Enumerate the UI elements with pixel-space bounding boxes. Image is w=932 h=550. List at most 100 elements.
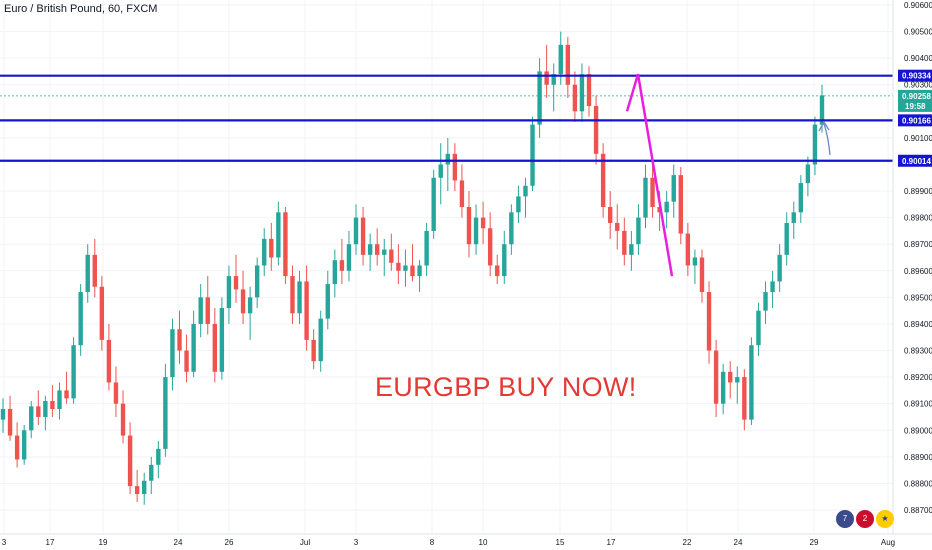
y-tick-label: 0.88800	[904, 479, 932, 488]
candle-body	[812, 124, 818, 165]
y-tick-label: 0.89500	[904, 293, 932, 302]
candle-body	[424, 230, 429, 266]
uk-flag-icon[interactable]: 2	[856, 510, 874, 528]
y-tick-label: 0.89900	[904, 187, 932, 196]
horizontal-levels[interactable]: 0.90334 0.90166 0.90014	[0, 69, 932, 167]
candle-body	[184, 350, 189, 372]
candle-body	[699, 257, 705, 293]
level-label: 0.90334	[902, 72, 931, 81]
candle-body	[0, 409, 6, 420]
y-tick-label: 0.89700	[904, 240, 932, 249]
candle-body	[14, 435, 20, 460]
candle-body	[791, 212, 796, 223]
candle-body	[728, 371, 733, 383]
candle-body	[346, 244, 352, 271]
candle-body	[212, 323, 218, 372]
candle-body	[64, 390, 69, 399]
candle-body	[544, 71, 549, 85]
candle-body	[106, 339, 112, 383]
candle-body	[389, 249, 394, 263]
candle-body	[374, 244, 380, 255]
candle-body	[403, 265, 408, 271]
x-tick-label: 3	[2, 538, 7, 547]
candle-body	[777, 254, 782, 282]
candle-body	[480, 217, 486, 229]
calendar-icon[interactable]: 7	[836, 510, 854, 528]
candle-body	[290, 276, 295, 314]
candle-body	[565, 44, 571, 85]
candle-body	[607, 207, 613, 223]
candle-body	[516, 196, 521, 213]
candle-body	[636, 217, 641, 245]
level-label: 0.90166	[902, 116, 931, 125]
candle-body	[805, 164, 811, 184]
candle-body	[269, 238, 274, 258]
candle-body	[205, 297, 210, 324]
candle-body	[650, 177, 655, 207]
trend-line[interactable]	[625, 73, 674, 277]
level-label: 0.90014	[902, 157, 931, 166]
candle-body	[784, 222, 789, 255]
x-tick-label: 26	[225, 538, 234, 547]
candle-body	[495, 265, 500, 277]
level-label-bg	[898, 69, 932, 82]
x-tick-label: 24	[734, 538, 743, 547]
time-axis[interactable]: 3 17 19 24 26 Jul 3 8 10 15 17 22 24 29 Aug	[2, 538, 895, 547]
candle-body	[770, 281, 775, 293]
candle-body	[36, 406, 41, 417]
y-tick-label: 0.88900	[904, 453, 932, 462]
candle-body	[749, 345, 754, 420]
candle-body	[537, 71, 542, 125]
y-tick-label: 0.89300	[904, 347, 932, 356]
y-tick-label: 0.90100	[904, 134, 932, 143]
candle-body	[382, 249, 387, 255]
uk-badge: 2	[862, 514, 868, 523]
y-tick-label: 0.89100	[904, 400, 932, 409]
curved-arrow[interactable]	[818, 120, 831, 156]
arrow-head	[818, 120, 830, 132]
candle-body	[763, 292, 768, 311]
candle-body	[120, 403, 126, 436]
candle-body	[551, 74, 556, 85]
candle-body	[417, 265, 422, 277]
candle-body	[615, 222, 620, 231]
candle-body	[219, 308, 225, 372]
candle-body	[283, 212, 288, 277]
candle-body	[509, 212, 514, 245]
candle-body	[177, 329, 182, 351]
candle-body	[254, 265, 260, 298]
candle-body	[7, 409, 13, 436]
y-tick-label: 0.89800	[904, 214, 932, 223]
price-axis[interactable]: 0.90600 0.90500 0.90400 0.90300 0.90100 0.899…	[904, 1, 932, 515]
x-tick-label: 24	[174, 538, 183, 547]
candle-body	[71, 345, 76, 399]
level-label-bg	[898, 154, 932, 167]
candle-body	[593, 106, 599, 154]
candle-body	[134, 486, 140, 495]
candle-body	[664, 201, 669, 213]
candle-body	[149, 464, 154, 481]
candle-body	[191, 323, 196, 372]
candle-body	[643, 177, 648, 218]
candle-body	[431, 177, 436, 231]
eu-flag-icon[interactable]: ★	[876, 510, 894, 528]
x-tick-label: Jul	[300, 538, 310, 547]
candle-body	[706, 292, 712, 351]
chart-title: Euro / British Pound, 60, FXCM	[4, 3, 158, 15]
candle-series	[0, 31, 825, 505]
y-tick-label: 0.90500	[904, 28, 932, 37]
candle-body	[57, 390, 62, 409]
x-tick-label: 19	[99, 538, 108, 547]
x-tick-label: 17	[607, 538, 616, 547]
candle-body	[466, 207, 472, 245]
candle-body	[367, 244, 373, 255]
candle-body	[735, 377, 740, 383]
candle-body	[572, 84, 578, 112]
candle-body	[445, 153, 451, 165]
x-tick-label: Aug	[881, 538, 895, 547]
candle-body	[819, 95, 825, 125]
candle-body	[720, 371, 726, 404]
candle-body	[487, 228, 493, 266]
